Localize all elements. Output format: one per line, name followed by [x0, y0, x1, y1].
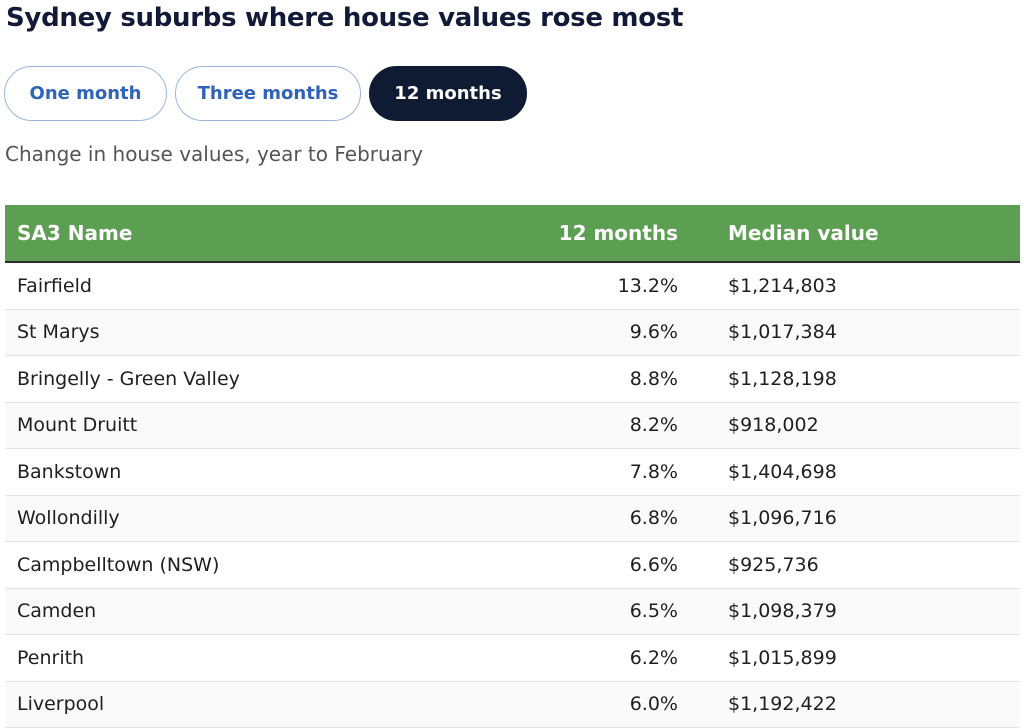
page-title: Sydney suburbs where house values rose m… [6, 0, 683, 36]
cell-median-value: $1,096,716 [678, 507, 1020, 529]
cell-sa3-name: St Marys [5, 321, 418, 343]
cell-sa3-name: Mount Druitt [5, 414, 418, 436]
cell-median-value: $1,017,384 [678, 321, 1020, 343]
subtitle: Change in house values, year to February [5, 140, 423, 168]
tab-one-month[interactable]: One month [4, 66, 167, 121]
column-header-12-months[interactable]: 12 months [418, 221, 678, 245]
tab-three-months[interactable]: Three months [175, 66, 361, 121]
cell-sa3-name: Bankstown [5, 461, 418, 483]
cell-sa3-name: Bringelly - Green Valley [5, 368, 418, 390]
cell-change-12-months: 6.2% [418, 647, 678, 669]
cell-change-12-months: 7.8% [418, 461, 678, 483]
cell-median-value: $1,404,698 [678, 461, 1020, 483]
cell-change-12-months: 6.5% [418, 600, 678, 622]
tab-12-months[interactable]: 12 months [369, 66, 527, 121]
cell-median-value: $925,736 [678, 554, 1020, 576]
cell-median-value: $1,098,379 [678, 600, 1020, 622]
cell-sa3-name: Camden [5, 600, 418, 622]
cell-sa3-name: Campbelltown (NSW) [5, 554, 418, 576]
cell-sa3-name: Fairfield [5, 275, 418, 297]
data-table: SA3 Name 12 months Median value Fairfiel… [5, 205, 1020, 728]
cell-median-value: $918,002 [678, 414, 1020, 436]
cell-sa3-name: Wollondilly [5, 507, 418, 529]
cell-change-12-months: 13.2% [418, 275, 678, 297]
cell-sa3-name: Liverpool [5, 693, 418, 715]
cell-median-value: $1,214,803 [678, 275, 1020, 297]
cell-median-value: $1,015,899 [678, 647, 1020, 669]
cell-change-12-months: 8.2% [418, 414, 678, 436]
cell-change-12-months: 9.6% [418, 321, 678, 343]
period-tabs: One month Three months 12 months [4, 66, 527, 121]
column-header-median-value[interactable]: Median value [678, 221, 1020, 245]
table-header: SA3 Name 12 months Median value [5, 205, 1020, 263]
table-row: Campbelltown (NSW)6.6%$925,736 [5, 542, 1020, 589]
cell-median-value: $1,192,422 [678, 693, 1020, 715]
cell-median-value: $1,128,198 [678, 368, 1020, 390]
cell-change-12-months: 6.0% [418, 693, 678, 715]
cell-change-12-months: 6.6% [418, 554, 678, 576]
cell-sa3-name: Penrith [5, 647, 418, 669]
cell-change-12-months: 6.8% [418, 507, 678, 529]
column-header-sa3-name[interactable]: SA3 Name [5, 221, 418, 245]
cell-change-12-months: 8.8% [418, 368, 678, 390]
